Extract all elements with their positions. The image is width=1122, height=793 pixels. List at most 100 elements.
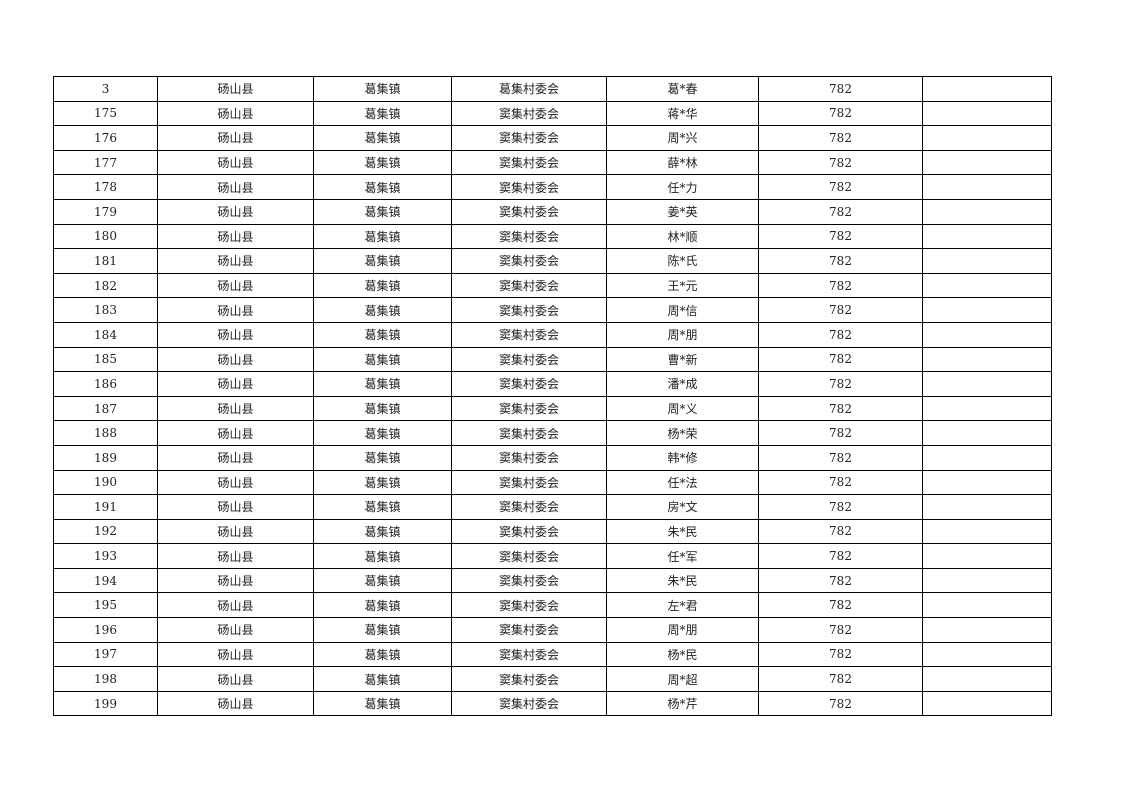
cell-name: 周*兴 <box>606 125 759 151</box>
cell-county: 砀山县 <box>157 567 314 594</box>
table-row: 185 砀山县 葛集镇 窦集村委会 曹*新 782 <box>53 346 1052 373</box>
cell-town: 葛集镇 <box>313 371 452 397</box>
cell-index: 193 <box>53 543 158 569</box>
cell-village: 窦集村委会 <box>451 272 607 299</box>
cell-village: 窦集村委会 <box>451 420 607 446</box>
table-row: 197 砀山县 葛集镇 窦集村委会 杨*民 782 <box>53 641 1052 668</box>
cell-village: 窦集村委会 <box>451 617 607 643</box>
cell-index: 182 <box>53 272 158 299</box>
cell-amount: 782 <box>758 125 923 151</box>
cell-note <box>922 371 1052 397</box>
cell-note <box>922 321 1052 348</box>
cell-village: 窦集村委会 <box>451 321 607 348</box>
cell-name: 杨*芹 <box>606 690 759 717</box>
cell-amount: 782 <box>758 690 923 717</box>
cell-name: 杨*荣 <box>606 420 759 446</box>
cell-name: 房*文 <box>606 494 759 520</box>
cell-note <box>922 469 1052 496</box>
cell-name: 周*朋 <box>606 617 759 643</box>
cell-amount: 782 <box>758 174 923 200</box>
table-row: 181 砀山县 葛集镇 窦集村委会 陈*氏 782 <box>53 248 1052 274</box>
cell-note <box>922 518 1052 545</box>
table-row: 194 砀山县 葛集镇 窦集村委会 朱*民 782 <box>53 567 1052 594</box>
cell-name: 陈*氏 <box>606 248 759 274</box>
cell-note <box>922 125 1052 151</box>
cell-village: 窦集村委会 <box>451 395 607 422</box>
table-row: 3 砀山县 葛集镇 葛集村委会 葛*春 782 <box>53 76 1052 102</box>
cell-note <box>922 494 1052 520</box>
cell-name: 周*信 <box>606 297 759 323</box>
cell-county: 砀山县 <box>157 272 314 299</box>
cell-name: 周*义 <box>606 395 759 422</box>
cell-name: 任*军 <box>606 543 759 569</box>
cell-town: 葛集镇 <box>313 174 452 200</box>
cell-amount: 782 <box>758 321 923 348</box>
table-row: 196 砀山县 葛集镇 窦集村委会 周*朋 782 <box>53 617 1052 643</box>
cell-town: 葛集镇 <box>313 223 452 250</box>
cell-amount: 782 <box>758 641 923 668</box>
cell-town: 葛集镇 <box>313 444 452 471</box>
cell-name: 曹*新 <box>606 346 759 373</box>
cell-town: 葛集镇 <box>313 666 452 692</box>
cell-county: 砀山县 <box>157 100 314 127</box>
cell-county: 砀山县 <box>157 420 314 446</box>
cell-town: 葛集镇 <box>313 272 452 299</box>
cell-index: 194 <box>53 567 158 594</box>
cell-county: 砀山县 <box>157 371 314 397</box>
cell-name: 任*法 <box>606 469 759 496</box>
table-row: 184 砀山县 葛集镇 窦集村委会 周*朋 782 <box>53 321 1052 348</box>
cell-index: 199 <box>53 690 158 717</box>
cell-note <box>922 666 1052 692</box>
cell-note <box>922 444 1052 471</box>
cell-name: 左*君 <box>606 592 759 619</box>
cell-name: 韩*修 <box>606 444 759 471</box>
cell-county: 砀山县 <box>157 395 314 422</box>
cell-town: 葛集镇 <box>313 592 452 619</box>
table-row: 190 砀山县 葛集镇 窦集村委会 任*法 782 <box>53 469 1052 496</box>
table-row: 199 砀山县 葛集镇 窦集村委会 杨*芹 782 <box>53 690 1052 717</box>
cell-amount: 782 <box>758 223 923 250</box>
table-row: 195 砀山县 葛集镇 窦集村委会 左*君 782 <box>53 592 1052 619</box>
cell-amount: 782 <box>758 100 923 127</box>
cell-index: 3 <box>53 76 158 102</box>
cell-village: 窦集村委会 <box>451 690 607 717</box>
cell-index: 195 <box>53 592 158 619</box>
cell-village: 窦集村委会 <box>451 666 607 692</box>
cell-name: 王*元 <box>606 272 759 299</box>
cell-amount: 782 <box>758 592 923 619</box>
cell-amount: 782 <box>758 395 923 422</box>
cell-village: 窦集村委会 <box>451 543 607 569</box>
cell-county: 砀山县 <box>157 174 314 200</box>
cell-village: 窦集村委会 <box>451 248 607 274</box>
cell-name: 姜*英 <box>606 198 759 225</box>
table-row: 177 砀山县 葛集镇 窦集村委会 薛*林 782 <box>53 149 1052 176</box>
table-row: 193 砀山县 葛集镇 窦集村委会 任*军 782 <box>53 543 1052 569</box>
cell-village: 窦集村委会 <box>451 297 607 323</box>
cell-amount: 782 <box>758 518 923 545</box>
cell-name: 杨*民 <box>606 641 759 668</box>
cell-county: 砀山县 <box>157 76 314 102</box>
table-body: 3 砀山县 葛集镇 葛集村委会 葛*春 782 175 砀山县 葛集镇 窦集村委会 蒋*华 782 17… <box>53 76 1052 717</box>
table-row: 176 砀山县 葛集镇 窦集村委会 周*兴 782 <box>53 125 1052 151</box>
cell-amount: 782 <box>758 444 923 471</box>
cell-note <box>922 690 1052 717</box>
table-row: 187 砀山县 葛集镇 窦集村委会 周*义 782 <box>53 395 1052 422</box>
cell-village: 窦集村委会 <box>451 641 607 668</box>
table-row: 182 砀山县 葛集镇 窦集村委会 王*元 782 <box>53 272 1052 299</box>
cell-note <box>922 174 1052 200</box>
cell-amount: 782 <box>758 666 923 692</box>
cell-note <box>922 592 1052 619</box>
cell-amount: 782 <box>758 76 923 102</box>
cell-village: 窦集村委会 <box>451 346 607 373</box>
cell-county: 砀山县 <box>157 125 314 151</box>
table-row: 183 砀山县 葛集镇 窦集村委会 周*信 782 <box>53 297 1052 323</box>
cell-amount: 782 <box>758 469 923 496</box>
cell-note <box>922 543 1052 569</box>
cell-village: 窦集村委会 <box>451 223 607 250</box>
cell-name: 葛*春 <box>606 76 759 102</box>
cell-index: 177 <box>53 149 158 176</box>
cell-town: 葛集镇 <box>313 125 452 151</box>
cell-county: 砀山县 <box>157 469 314 496</box>
cell-village: 窦集村委会 <box>451 494 607 520</box>
cell-note <box>922 198 1052 225</box>
